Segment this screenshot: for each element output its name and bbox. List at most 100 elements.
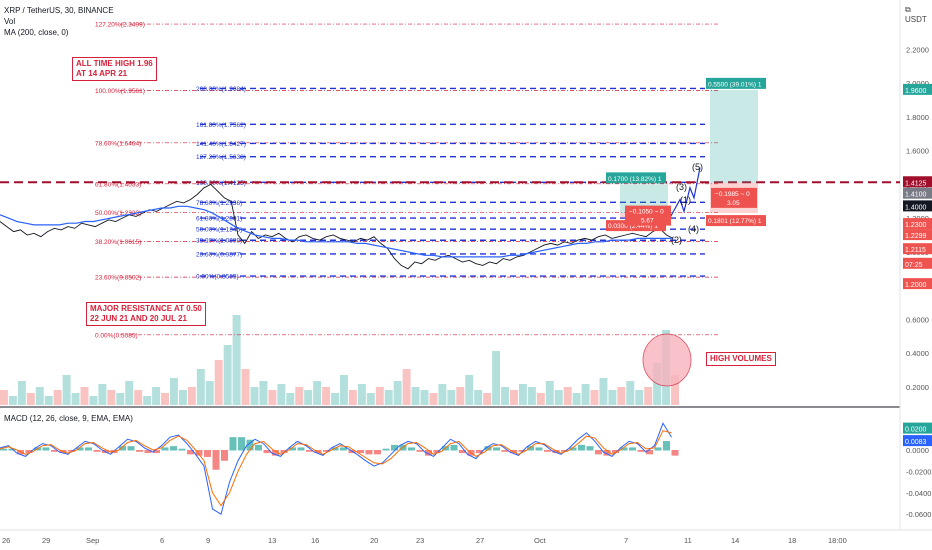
- macd-tick-label: -0.0600: [906, 510, 931, 519]
- macd-histogram-bar: [170, 446, 177, 451]
- macd-histogram-bar: [654, 447, 662, 451]
- price-tick-label: 1.8000: [906, 113, 929, 122]
- fib-level-label-secondary: 0.00%(0.5085): [95, 332, 138, 339]
- macd-histogram-bar: [408, 447, 415, 451]
- volume-bar: [465, 375, 474, 405]
- volume-highlight: [642, 333, 692, 387]
- price-tick-label: 1.6000: [906, 147, 929, 156]
- resistance-note-line-2: 22 JUN 21 AND 20 JUL 21: [90, 314, 187, 323]
- macd-histogram-bar: [153, 450, 160, 454]
- volume-bar: [599, 378, 608, 405]
- macd-histogram-bar: [119, 446, 126, 451]
- time-tick-label: 16: [311, 536, 319, 545]
- fib-level-label: 127.20%(1.5638): [196, 154, 246, 161]
- price-line: [0, 183, 674, 270]
- price-tick-label: 0.2000: [906, 383, 929, 392]
- macd-histogram-bar: [8, 448, 16, 451]
- volume-bar: [53, 390, 62, 405]
- volume-bar: [44, 396, 53, 405]
- time-tick-label: 23: [416, 536, 424, 545]
- volume-bar: [492, 351, 501, 405]
- time-tick-label: 18:00: [828, 536, 847, 545]
- macd-histogram-bar: [340, 447, 347, 451]
- macd-histogram-bar: [425, 450, 432, 456]
- volume-bar: [116, 393, 125, 405]
- position-mid-label: −0.1050 ~ 0: [629, 209, 664, 216]
- price-tag: 1.9600: [905, 88, 927, 95]
- position-target-zone: [710, 89, 758, 183]
- volume-bar: [134, 390, 143, 405]
- volume-bar: [357, 384, 366, 405]
- macd-histogram-bar: [433, 450, 441, 454]
- macd-histogram-bar: [297, 447, 305, 451]
- position-target-badge: [606, 172, 666, 184]
- volume-note: HIGH VOLUMES: [706, 352, 776, 366]
- fib-level-label-secondary: 61.80%(1.4033): [95, 181, 141, 188]
- price-tick-label: 2.2000: [906, 45, 929, 54]
- fib-level-label-secondary: 50.00%(1.2323): [95, 210, 141, 217]
- volume-bar: [71, 393, 80, 405]
- macd-histogram-bar: [187, 450, 194, 455]
- macd-histogram-bar: [382, 448, 390, 451]
- volume-bar: [223, 345, 232, 405]
- macd-histogram-bar: [212, 450, 220, 470]
- macd-histogram-bar: [646, 450, 653, 455]
- volume-bar: [411, 387, 420, 405]
- price-tag-bg: [903, 83, 932, 95]
- volume-bar: [536, 393, 545, 405]
- macd-histogram-bar: [204, 450, 211, 457]
- macd-histogram-bar: [42, 447, 50, 451]
- volume-bar: [581, 384, 590, 405]
- macd-histogram-bar: [518, 450, 526, 452]
- macd-histogram-bar: [195, 450, 203, 456]
- volume-bar: [644, 387, 653, 405]
- time-tick-label: 13: [268, 536, 276, 545]
- volume-bar: [635, 390, 644, 405]
- macd-histogram-bar: [221, 450, 228, 461]
- wave-label: (2): [671, 235, 682, 245]
- time-tick-label: 26: [2, 536, 10, 545]
- volume-bar: [608, 390, 617, 405]
- volume-bar: [286, 393, 295, 405]
- macd-histogram-bar: [289, 447, 296, 451]
- macd-histogram-bar: [595, 450, 602, 455]
- macd-histogram-bar: [93, 450, 101, 452]
- volume-bar: [348, 390, 357, 405]
- volume-bar: [331, 393, 339, 405]
- volume-bar: [393, 381, 402, 405]
- volume-bar: [626, 381, 635, 405]
- macd-histogram-bar: [663, 441, 670, 451]
- macd-histogram-bar: [255, 444, 262, 451]
- volume-bar: [26, 393, 35, 405]
- macd-tick-label: 0.0000: [906, 446, 929, 455]
- ma-line: [0, 205, 672, 258]
- ma-legend: MA (200, close, 0): [4, 28, 69, 37]
- position-stop-label: 0.0300 (2.44%) 1: [608, 223, 658, 230]
- price-tag-bg: [903, 243, 932, 255]
- currency-label[interactable]: ⧉ USDT: [905, 5, 932, 24]
- macd-tag: 0.0083: [905, 439, 927, 446]
- price-tag: 1.2299: [905, 233, 927, 240]
- volume-bar: [196, 369, 205, 405]
- wave-label: (1): [680, 195, 691, 205]
- position-target-badge: [706, 77, 766, 89]
- position-mid-label: −0.1985 ~ 0: [715, 191, 750, 198]
- fib-level-label: 141.40%(1.6427): [196, 141, 246, 148]
- fib-level-label: 100.00%(1.4125): [196, 180, 246, 187]
- volume-legend: Vol: [4, 17, 16, 26]
- macd-histogram-bar: [586, 446, 594, 451]
- volume-bar: [340, 375, 348, 405]
- price-tick-label: 0.6000: [906, 315, 929, 324]
- position-mid-label: 5.67: [641, 218, 654, 225]
- volume-bar: [268, 390, 277, 405]
- fib-level-label: 161.80%(1.7562): [196, 122, 246, 129]
- macd-histogram-bar: [603, 450, 611, 456]
- price-tag-bg: [903, 200, 932, 212]
- volume-bar: [438, 384, 447, 405]
- macd-histogram-bar: [374, 450, 381, 455]
- macd-histogram-bar: [493, 447, 500, 451]
- macd-histogram-bar: [144, 450, 152, 454]
- fib-level-label: 61.80%(1.2001): [196, 216, 242, 223]
- volume-bar: [510, 390, 518, 405]
